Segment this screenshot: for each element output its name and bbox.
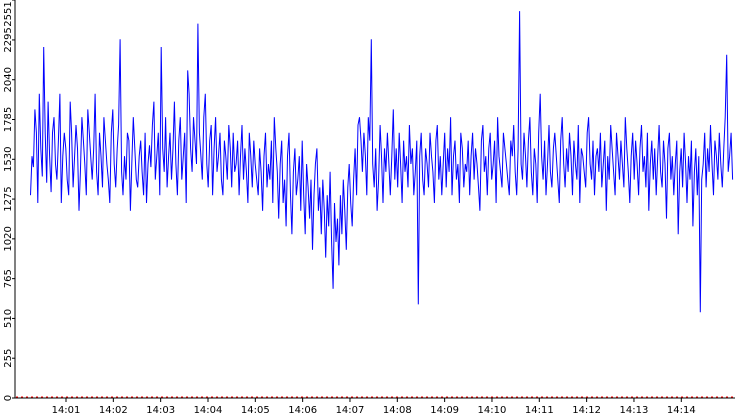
y-tick-label: 0 [3,395,14,401]
y-tick-label: 1530 [3,147,14,172]
x-tick-label: 14:14 [667,405,696,415]
x-tick-label: 14:01 [52,405,81,415]
x-tick-label: 14:07 [336,405,365,415]
x-tick-label: 14:03 [146,405,175,415]
x-tick-label: 14:11 [525,405,554,415]
x-tick-label: 14:12 [572,405,601,415]
x-tick-label: 14:13 [620,405,649,415]
plot-area [14,0,735,399]
y-tick-label: 255 [3,349,14,368]
y-tick-label: 1785 [3,107,14,132]
series-line [30,11,734,313]
y-tick-label: 2295 [3,27,14,52]
x-tick-label: 14:06 [288,405,317,415]
y-tick-label: 2551 [3,1,14,26]
y-tick-label: 765 [3,269,14,288]
y-tick-label: 1020 [3,226,14,251]
x-tick-label: 14:05 [241,405,270,415]
x-tick-label: 14:04 [194,405,223,415]
y-tick-label: 2040 [3,67,14,92]
x-tick-label: 14:09 [430,405,459,415]
x-axis-ticks: 14:01 14:02 14:03 14:04 14:05 14:06 14:07 14:08… [52,398,696,415]
x-tick-label: 14:08 [383,405,412,415]
y-tick-label: 510 [3,309,14,328]
x-tick-label: 14:02 [99,405,128,415]
x-tick-label: 14:10 [478,405,507,415]
y-tick-label: 1275 [3,186,14,211]
